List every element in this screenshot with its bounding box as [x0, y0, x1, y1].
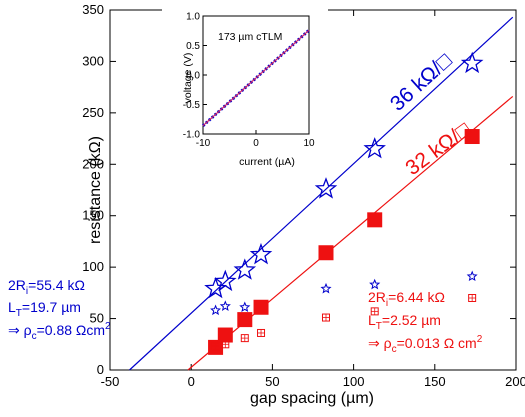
data-point-small-star: [219, 300, 231, 311]
red-annotation-line2: LT=2.52 µm: [368, 312, 441, 332]
inset-plot: -10 0 10 -1.0 -0.5 0.0 0.5 1.0 173 µm cTLM curr…: [162, 6, 328, 171]
inset-iv-line: [202, 29, 310, 127]
y-tick-label: 0: [97, 362, 104, 377]
inset-iv-curves: [201, 29, 311, 127]
y-axis-title: resistance (kΩ): [87, 136, 104, 244]
blue-fit-label: 36 kΩ/□: [386, 49, 457, 116]
data-point-square: [237, 312, 253, 328]
data-point-open-star: [363, 137, 386, 159]
y-tick-label: 150: [82, 208, 104, 223]
blue-annotation-line3: ⇒ ρc=0.88 Ωcm2: [8, 321, 111, 342]
data-point-small-square: [240, 334, 249, 343]
data-point-small-star: [466, 270, 478, 282]
blue-annotation-line2: LT=19.7 µm: [8, 299, 81, 319]
data-point-open-star: [314, 177, 338, 199]
data-point-open-star: [460, 51, 484, 74]
y-tick-label: 100: [82, 259, 104, 274]
x-tick-label: 50: [265, 374, 279, 389]
inset-axis-ticks: -10 0 10 -1.0 -0.5 0.0 0.5 1.0: [183, 12, 315, 150]
data-point-square: [464, 129, 480, 145]
y-tick-label: 300: [82, 53, 104, 68]
y-tick-label: 350: [82, 2, 104, 17]
x-axis-title: gap spacing (µm): [250, 390, 374, 407]
y-tick-label: 200: [82, 156, 104, 171]
y-tick-label: 250: [82, 105, 104, 120]
data-point-open-star: [204, 276, 227, 299]
data-point-small-star: [369, 278, 381, 290]
x-tick-label: 0: [188, 374, 195, 389]
data-point-small-square: [370, 307, 379, 316]
data-point-small-square: [211, 342, 220, 351]
data-point-small-square: [257, 328, 266, 337]
inset-y-tick-label: 0.5: [186, 41, 200, 52]
inset-y-axis-title: voltage (V): [182, 53, 194, 104]
data-markers: [204, 51, 484, 355]
data-point-small-star: [239, 301, 251, 312]
data-point-square: [367, 212, 383, 228]
data-point-small-square: [321, 313, 330, 322]
x-tick-label: 100: [343, 374, 365, 389]
inset-y-tick-label: 1.0: [186, 12, 200, 23]
inset-x-tick-label: -10: [196, 138, 211, 149]
y-tick-label: 50: [90, 311, 104, 326]
red-annotation-line1: 2Ri=6.44 kΩ: [368, 289, 445, 309]
inset-y-tick-label: -1.0: [183, 130, 201, 141]
data-point-square: [253, 299, 269, 315]
inset-title: 173 µm cTLM: [218, 31, 282, 43]
red-annotation-line3: ⇒ ρc=0.013 Ω cm2: [368, 334, 483, 355]
inset-y-tick-label: 0.0: [186, 71, 200, 82]
data-point-open-star: [233, 258, 257, 280]
data-point-small-square: [221, 340, 230, 349]
x-tick-label: 200: [505, 374, 525, 389]
data-point-square: [217, 327, 233, 343]
data-point-open-star: [249, 242, 273, 265]
inset-x-tick-label: 0: [253, 138, 259, 149]
data-point-open-star: [214, 269, 237, 292]
data-point-small-square: [468, 294, 477, 302]
data-point-square: [318, 245, 334, 261]
inset-y-tick-label: -0.5: [183, 100, 201, 111]
data-point-small-star: [320, 282, 332, 294]
blue-annotation-line1: 2Ri=55.4 kΩ: [8, 277, 85, 297]
data-point-small-star: [210, 304, 222, 316]
inset-x-axis-title: current (µA): [239, 156, 295, 168]
x-tick-label: 150: [424, 374, 446, 389]
x-tick-label: -50: [101, 374, 120, 389]
inset-x-tick-label: 10: [303, 138, 315, 149]
red-fit-label: 32 kΩ/□: [401, 118, 475, 180]
